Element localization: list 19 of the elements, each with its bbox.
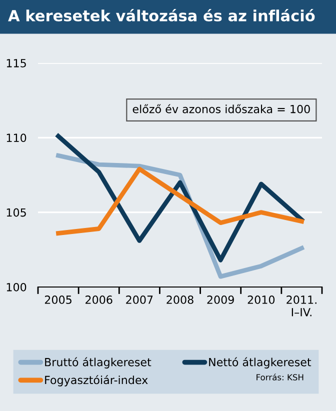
legend-label: Bruttó átlagkereset	[45, 357, 152, 368]
x-tick-label: 2005	[44, 296, 72, 304]
x-tick-label: 2008	[166, 296, 194, 304]
x-tick-label: 2007	[126, 296, 153, 304]
line-series	[56, 134, 304, 262]
chart-title: A keresetek változása és az infláció	[8, 8, 315, 22]
y-tick-label: 105	[6, 208, 26, 217]
text: Forrás: KSH	[256, 374, 304, 380]
x-tick-label: 2006	[86, 296, 112, 304]
annotation: előző év azonos időszaka = 100	[132, 104, 310, 114]
x-tick-label: 2010	[248, 296, 275, 304]
legend-label: Fogyasztóiár-index	[45, 375, 148, 386]
y-tick-label: 115	[6, 59, 26, 68]
line-series	[56, 166, 304, 236]
y-tick-label: 110	[6, 134, 26, 142]
x-tick-label: 2011. I–IV.	[286, 296, 316, 316]
y-tick-label: 100	[6, 282, 26, 292]
x-tick-label: 2009	[207, 296, 234, 304]
legend-label: Nettó átlagkereset	[209, 357, 312, 368]
